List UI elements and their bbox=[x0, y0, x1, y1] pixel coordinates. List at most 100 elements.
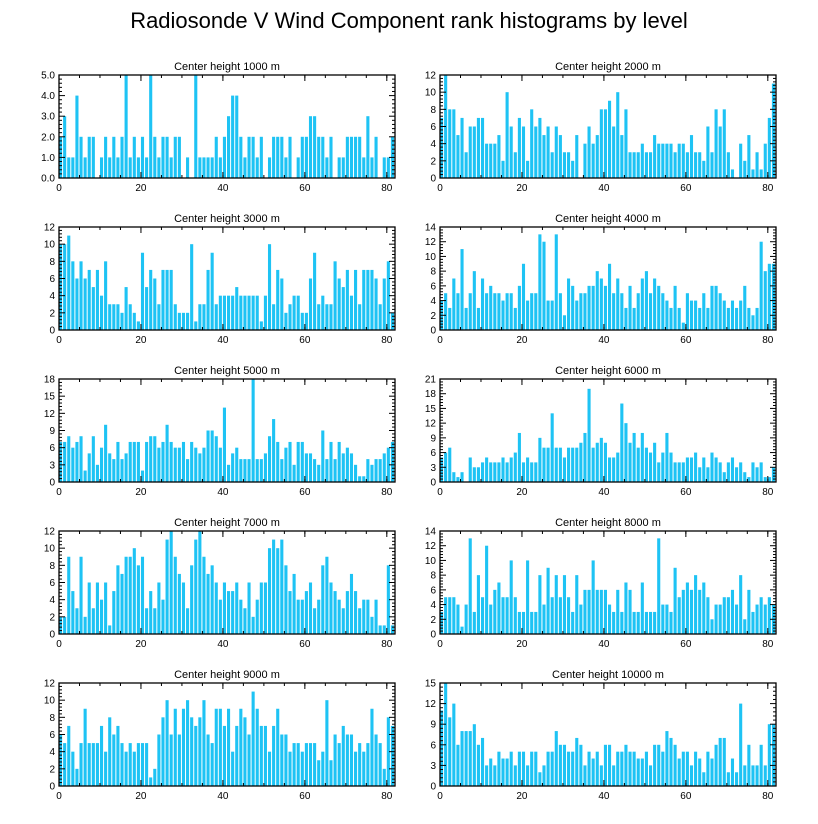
bar bbox=[648, 765, 653, 786]
bar bbox=[161, 441, 165, 482]
bar bbox=[722, 109, 726, 178]
bar bbox=[194, 321, 198, 330]
bar bbox=[468, 538, 472, 634]
bar bbox=[747, 307, 751, 330]
bar bbox=[767, 724, 771, 786]
bar bbox=[735, 604, 739, 634]
x-tick-label: 40 bbox=[217, 335, 229, 346]
bar bbox=[759, 169, 763, 178]
bar bbox=[730, 589, 735, 634]
bar bbox=[644, 611, 648, 634]
bar bbox=[83, 470, 87, 482]
bar bbox=[145, 608, 149, 634]
bar bbox=[116, 725, 120, 786]
bar bbox=[317, 464, 321, 482]
bar bbox=[321, 295, 325, 330]
panel-6: Center height 6000 m 0 20 40 60 80 0 3 6 9 12 15 18 2… bbox=[425, 365, 777, 498]
bar bbox=[644, 751, 648, 786]
bar bbox=[272, 725, 276, 786]
bar bbox=[485, 293, 489, 330]
bar bbox=[587, 126, 591, 178]
bar bbox=[284, 565, 288, 634]
bar bbox=[87, 453, 91, 482]
bar bbox=[386, 565, 390, 634]
bar bbox=[67, 725, 71, 786]
bar bbox=[337, 743, 341, 786]
y-tick-label: 12 bbox=[44, 409, 56, 420]
bar bbox=[608, 744, 612, 786]
bar bbox=[673, 462, 677, 482]
bar bbox=[104, 751, 108, 786]
y-tick-label: 6 bbox=[430, 585, 436, 596]
bar bbox=[538, 772, 542, 786]
bar bbox=[337, 157, 341, 178]
bar bbox=[648, 293, 653, 330]
bar bbox=[718, 604, 722, 634]
bar bbox=[362, 599, 366, 634]
bar bbox=[714, 285, 718, 330]
bar bbox=[198, 304, 202, 330]
bar bbox=[362, 476, 366, 482]
bar bbox=[206, 430, 210, 482]
bar bbox=[730, 758, 735, 786]
bar bbox=[497, 462, 501, 482]
bar bbox=[79, 136, 83, 178]
bar bbox=[169, 269, 173, 330]
bar bbox=[308, 116, 313, 178]
bar bbox=[329, 760, 333, 786]
bar bbox=[669, 611, 673, 634]
bar bbox=[677, 462, 681, 482]
bar bbox=[190, 441, 194, 482]
y-tick-label: 3 bbox=[430, 761, 436, 772]
bar bbox=[173, 708, 177, 786]
bar bbox=[644, 152, 648, 178]
bar bbox=[292, 464, 296, 482]
y-tick-label: 9 bbox=[49, 426, 55, 437]
bar bbox=[370, 157, 374, 178]
bar bbox=[325, 556, 329, 634]
bar bbox=[153, 768, 157, 786]
bar bbox=[337, 441, 341, 482]
bar bbox=[640, 582, 644, 634]
bar bbox=[743, 765, 747, 786]
bar bbox=[694, 300, 698, 330]
bar bbox=[661, 751, 665, 786]
bar bbox=[464, 731, 468, 786]
bar bbox=[554, 575, 558, 634]
bar bbox=[366, 269, 370, 330]
bar bbox=[288, 441, 292, 482]
bar bbox=[599, 765, 603, 786]
x-tick-label: 80 bbox=[381, 335, 393, 346]
bar bbox=[99, 295, 104, 330]
x-tick-label: 0 bbox=[56, 791, 62, 802]
bar bbox=[63, 743, 67, 786]
bar bbox=[276, 269, 280, 330]
bar bbox=[153, 608, 157, 634]
bar bbox=[63, 116, 67, 178]
y-tick-label: 15 bbox=[425, 404, 437, 415]
y-tick-label: 8 bbox=[430, 105, 436, 116]
bar bbox=[599, 437, 603, 482]
y-tick-label: 3.0 bbox=[41, 112, 55, 123]
bar bbox=[517, 611, 521, 634]
bar bbox=[390, 312, 394, 330]
bar bbox=[726, 597, 730, 634]
bar bbox=[440, 611, 444, 634]
bar bbox=[362, 751, 366, 786]
bar bbox=[501, 758, 505, 786]
bar bbox=[247, 136, 251, 178]
bar bbox=[243, 157, 247, 178]
panel-title: Center height 2000 m bbox=[555, 61, 661, 73]
bar bbox=[325, 157, 329, 178]
bar bbox=[698, 152, 702, 178]
bar bbox=[366, 599, 370, 634]
bar bbox=[206, 734, 210, 786]
x-tick-label: 40 bbox=[217, 639, 229, 650]
bar bbox=[538, 437, 542, 482]
y-tick-label: 2 bbox=[49, 764, 55, 775]
bar bbox=[263, 725, 267, 786]
bar bbox=[59, 441, 63, 482]
bar bbox=[272, 539, 276, 634]
bar bbox=[296, 295, 300, 330]
bar bbox=[763, 477, 767, 482]
